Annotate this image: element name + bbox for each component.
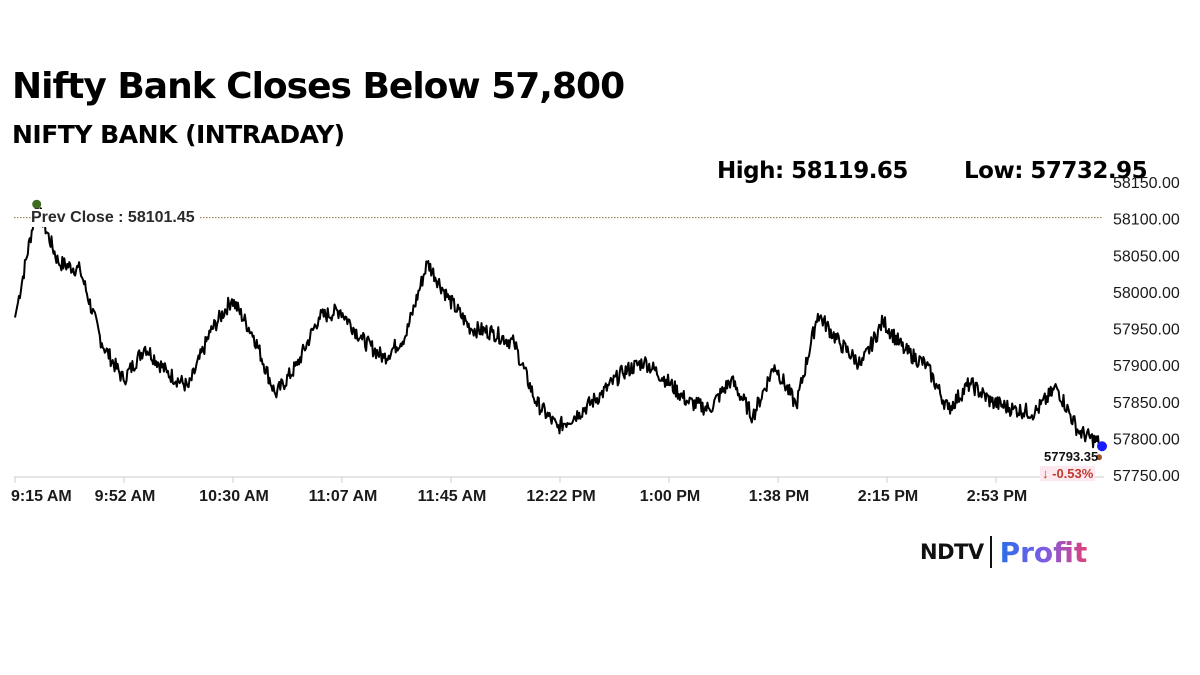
x-tick-label: 12:22 PM — [526, 488, 595, 505]
end-marker — [1097, 441, 1107, 452]
x-tick-label: 10:30 AM — [199, 488, 269, 505]
logo-brand: NDTV — [920, 540, 984, 564]
day-high-label: High: 58119.65 — [717, 158, 908, 184]
end-marker-inner — [1096, 454, 1102, 461]
x-tick-label: 2:53 PM — [967, 488, 1027, 505]
x-axis: 9:15 AM 9:52 AM 10:30 AM 11:07 AM 11:45 AM 12… — [11, 477, 1027, 505]
x-tick-label: 1:00 PM — [640, 488, 700, 505]
change-percent-badge: ↓ -0.53% — [1040, 466, 1096, 481]
logo-divider — [989, 536, 992, 568]
down-arrow-icon: ↓ — [1042, 466, 1049, 481]
x-tick-label: 9:15 AM — [11, 488, 72, 505]
y-axis: 58150.00 58100.00 58050.00 58000.00 57950.00… — [1113, 175, 1180, 485]
y-tick-label: 57900.00 — [1113, 358, 1180, 375]
change-percent-value: -0.53% — [1052, 466, 1094, 481]
chart-subtitle: NIFTY BANK (INTRADAY) — [12, 120, 345, 149]
x-tick-label: 11:45 AM — [418, 488, 487, 505]
x-tick-label: 11:07 AM — [309, 488, 378, 505]
x-tick-label: 9:52 AM — [95, 488, 156, 505]
ndtv-profit-logo: NDTV Profit — [920, 534, 1087, 570]
y-tick-label: 58100.00 — [1113, 212, 1180, 229]
prev-close-label: Prev Close : 58101.45 — [31, 209, 199, 227]
y-tick-label: 58000.00 — [1113, 285, 1180, 302]
chart-headline: Nifty Bank Closes Below 57,800 — [12, 66, 625, 107]
x-tick-label: 2:15 PM — [858, 488, 918, 505]
price-line — [14, 203, 1101, 449]
y-tick-label: 57850.00 — [1113, 395, 1180, 412]
x-tick-label: 1:38 PM — [749, 488, 809, 505]
day-low-label: Low: 57732.95 — [964, 158, 1148, 184]
last-price-label: 57793.35 — [1044, 449, 1099, 464]
y-tick-label: 57800.00 — [1113, 431, 1180, 448]
y-tick-label: 57750.00 — [1113, 468, 1180, 485]
y-tick-label: 58150.00 — [1113, 175, 1180, 192]
start-marker — [32, 199, 42, 209]
logo-product: Profit — [999, 535, 1088, 569]
y-tick-label: 58050.00 — [1113, 248, 1180, 265]
y-tick-label: 57950.00 — [1113, 322, 1180, 339]
